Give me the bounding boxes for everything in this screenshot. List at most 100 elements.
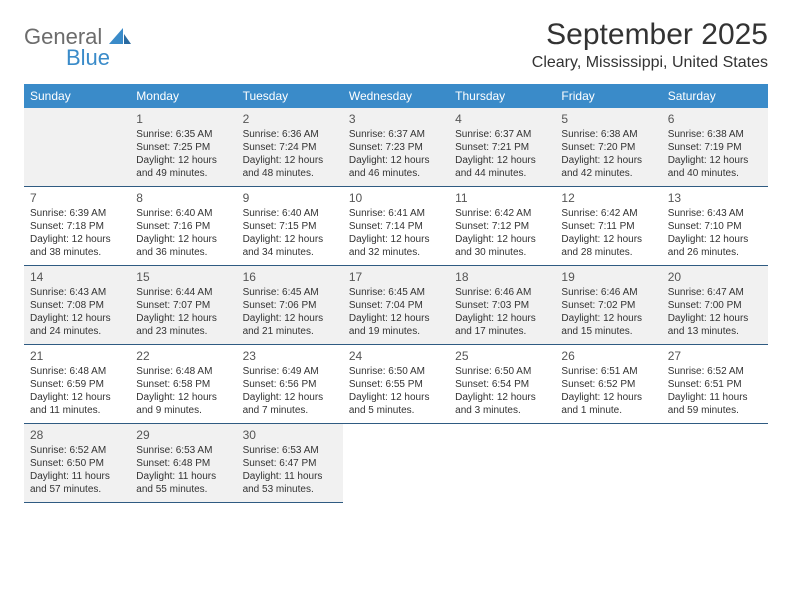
logo: General Blue <box>24 18 131 71</box>
sunset-text: Sunset: 7:21 PM <box>455 141 549 154</box>
sunrise-text: Sunrise: 6:48 AM <box>136 365 230 378</box>
day-number: 13 <box>668 191 762 205</box>
calendar-cell: 9Sunrise: 6:40 AMSunset: 7:15 PMDaylight… <box>237 187 343 266</box>
calendar-cell: 23Sunrise: 6:49 AMSunset: 6:56 PMDayligh… <box>237 345 343 424</box>
sunset-text: Sunset: 6:56 PM <box>243 378 337 391</box>
calendar-cell: 24Sunrise: 6:50 AMSunset: 6:55 PMDayligh… <box>343 345 449 424</box>
sunrise-text: Sunrise: 6:42 AM <box>561 207 655 220</box>
sunrise-text: Sunrise: 6:35 AM <box>136 128 230 141</box>
sunrise-text: Sunrise: 6:37 AM <box>455 128 549 141</box>
day-number: 24 <box>349 349 443 363</box>
sunrise-text: Sunrise: 6:36 AM <box>243 128 337 141</box>
sunset-text: Sunset: 7:04 PM <box>349 299 443 312</box>
calendar-cell: 15Sunrise: 6:44 AMSunset: 7:07 PMDayligh… <box>130 266 236 345</box>
daylight-text: Daylight: 12 hours and 11 minutes. <box>30 391 124 417</box>
header-row: General Blue September 2025 Cleary, Miss… <box>24 18 768 72</box>
calendar-cell: 20Sunrise: 6:47 AMSunset: 7:00 PMDayligh… <box>662 266 768 345</box>
daylight-text: Daylight: 12 hours and 46 minutes. <box>349 154 443 180</box>
day-number: 21 <box>30 349 124 363</box>
calendar-cell: 18Sunrise: 6:46 AMSunset: 7:03 PMDayligh… <box>449 266 555 345</box>
day-number: 12 <box>561 191 655 205</box>
day-number: 17 <box>349 270 443 284</box>
sunrise-text: Sunrise: 6:43 AM <box>30 286 124 299</box>
calendar-cell-empty <box>343 424 449 503</box>
sunrise-text: Sunrise: 6:44 AM <box>136 286 230 299</box>
daylight-text: Daylight: 12 hours and 9 minutes. <box>136 391 230 417</box>
sunrise-text: Sunrise: 6:49 AM <box>243 365 337 378</box>
day-number: 2 <box>243 112 337 126</box>
calendar-cell: 13Sunrise: 6:43 AMSunset: 7:10 PMDayligh… <box>662 187 768 266</box>
sunset-text: Sunset: 6:48 PM <box>136 457 230 470</box>
day-number: 30 <box>243 428 337 442</box>
sunrise-text: Sunrise: 6:47 AM <box>668 286 762 299</box>
sunrise-text: Sunrise: 6:39 AM <box>30 207 124 220</box>
sunrise-text: Sunrise: 6:45 AM <box>349 286 443 299</box>
calendar-header-cell: Thursday <box>449 84 555 108</box>
sunrise-text: Sunrise: 6:53 AM <box>136 444 230 457</box>
sunset-text: Sunset: 7:12 PM <box>455 220 549 233</box>
sunrise-text: Sunrise: 6:42 AM <box>455 207 549 220</box>
sunset-text: Sunset: 7:15 PM <box>243 220 337 233</box>
sunset-text: Sunset: 6:52 PM <box>561 378 655 391</box>
day-number: 18 <box>455 270 549 284</box>
calendar-cell: 22Sunrise: 6:48 AMSunset: 6:58 PMDayligh… <box>130 345 236 424</box>
calendar-cell: 10Sunrise: 6:41 AMSunset: 7:14 PMDayligh… <box>343 187 449 266</box>
calendar-cell: 8Sunrise: 6:40 AMSunset: 7:16 PMDaylight… <box>130 187 236 266</box>
sunset-text: Sunset: 6:55 PM <box>349 378 443 391</box>
sunrise-text: Sunrise: 6:41 AM <box>349 207 443 220</box>
sunset-text: Sunset: 7:02 PM <box>561 299 655 312</box>
sunset-text: Sunset: 7:19 PM <box>668 141 762 154</box>
sunrise-text: Sunrise: 6:38 AM <box>561 128 655 141</box>
daylight-text: Daylight: 12 hours and 36 minutes. <box>136 233 230 259</box>
sunrise-text: Sunrise: 6:40 AM <box>243 207 337 220</box>
sunrise-text: Sunrise: 6:51 AM <box>561 365 655 378</box>
daylight-text: Daylight: 12 hours and 17 minutes. <box>455 312 549 338</box>
day-number: 14 <box>30 270 124 284</box>
sunset-text: Sunset: 7:16 PM <box>136 220 230 233</box>
sunrise-text: Sunrise: 6:50 AM <box>349 365 443 378</box>
calendar-cell-empty <box>449 424 555 503</box>
daylight-text: Daylight: 12 hours and 44 minutes. <box>455 154 549 180</box>
daylight-text: Daylight: 12 hours and 26 minutes. <box>668 233 762 259</box>
day-number: 27 <box>668 349 762 363</box>
sunset-text: Sunset: 7:24 PM <box>243 141 337 154</box>
daylight-text: Daylight: 12 hours and 7 minutes. <box>243 391 337 417</box>
sunset-text: Sunset: 7:10 PM <box>668 220 762 233</box>
day-number: 16 <box>243 270 337 284</box>
calendar-cell: 27Sunrise: 6:52 AMSunset: 6:51 PMDayligh… <box>662 345 768 424</box>
location-text: Cleary, Mississippi, United States <box>532 54 768 72</box>
daylight-text: Daylight: 12 hours and 42 minutes. <box>561 154 655 180</box>
day-number: 22 <box>136 349 230 363</box>
daylight-text: Daylight: 12 hours and 23 minutes. <box>136 312 230 338</box>
sunset-text: Sunset: 7:14 PM <box>349 220 443 233</box>
day-number: 10 <box>349 191 443 205</box>
day-number: 28 <box>30 428 124 442</box>
sunrise-text: Sunrise: 6:48 AM <box>30 365 124 378</box>
calendar-body: 1Sunrise: 6:35 AMSunset: 7:25 PMDaylight… <box>24 108 768 503</box>
sunset-text: Sunset: 7:20 PM <box>561 141 655 154</box>
calendar-header-cell: Wednesday <box>343 84 449 108</box>
day-number: 6 <box>668 112 762 126</box>
calendar-cell: 25Sunrise: 6:50 AMSunset: 6:54 PMDayligh… <box>449 345 555 424</box>
calendar-cell: 2Sunrise: 6:36 AMSunset: 7:24 PMDaylight… <box>237 108 343 187</box>
calendar-cell: 5Sunrise: 6:38 AMSunset: 7:20 PMDaylight… <box>555 108 661 187</box>
title-block: September 2025 Cleary, Mississippi, Unit… <box>532 18 768 72</box>
daylight-text: Daylight: 11 hours and 59 minutes. <box>668 391 762 417</box>
sunset-text: Sunset: 6:51 PM <box>668 378 762 391</box>
sunset-text: Sunset: 6:47 PM <box>243 457 337 470</box>
calendar-cell: 14Sunrise: 6:43 AMSunset: 7:08 PMDayligh… <box>24 266 130 345</box>
sunset-text: Sunset: 7:00 PM <box>668 299 762 312</box>
calendar-cell: 21Sunrise: 6:48 AMSunset: 6:59 PMDayligh… <box>24 345 130 424</box>
daylight-text: Daylight: 12 hours and 30 minutes. <box>455 233 549 259</box>
sunset-text: Sunset: 7:23 PM <box>349 141 443 154</box>
daylight-text: Daylight: 12 hours and 21 minutes. <box>243 312 337 338</box>
day-number: 20 <box>668 270 762 284</box>
calendar-cell-empty <box>24 108 130 187</box>
page-root: General Blue September 2025 Cleary, Miss… <box>0 0 792 521</box>
day-number: 3 <box>349 112 443 126</box>
sunrise-text: Sunrise: 6:46 AM <box>561 286 655 299</box>
daylight-text: Daylight: 12 hours and 15 minutes. <box>561 312 655 338</box>
sunset-text: Sunset: 7:03 PM <box>455 299 549 312</box>
sunset-text: Sunset: 6:50 PM <box>30 457 124 470</box>
logo-text-block: General Blue <box>24 24 131 71</box>
